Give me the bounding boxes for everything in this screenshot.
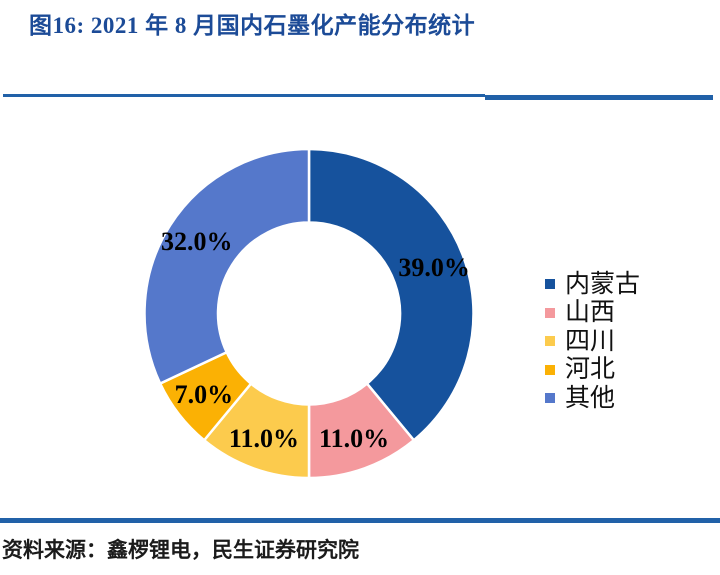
title-divider-right	[485, 95, 713, 100]
slice-label: 32.0%	[160, 227, 233, 257]
legend-label: 四川	[565, 327, 616, 355]
donut-slice-4	[143, 147, 311, 386]
footer-divider	[0, 518, 720, 523]
legend-item: 四川	[545, 327, 640, 356]
slice-label: 7.0%	[174, 380, 234, 410]
legend-label: 河北	[565, 356, 616, 384]
slice-label: 11.0%	[319, 423, 390, 453]
legend-swatch	[545, 279, 555, 290]
title-divider-left	[3, 94, 485, 97]
legend-swatch	[545, 307, 555, 318]
slice-label: 39.0%	[398, 253, 470, 283]
donut-slice-0	[307, 147, 475, 443]
slice-label: 11.0%	[228, 423, 299, 453]
legend-item: 山西	[545, 299, 640, 328]
source-note: 资料来源：鑫椤锂电，民生证券研究院	[2, 538, 359, 562]
chart-legend: 内蒙古 山西 四川 河北 其他	[545, 270, 640, 413]
legend-item: 河北	[545, 356, 640, 385]
legend-swatch	[545, 364, 555, 375]
legend-swatch	[545, 336, 555, 347]
legend-label: 山西	[565, 299, 616, 327]
legend-label: 内蒙古	[565, 270, 641, 298]
legend-item: 其他	[545, 384, 640, 413]
legend-label: 其他	[565, 384, 616, 412]
legend-item: 内蒙古	[545, 270, 640, 299]
legend-swatch	[545, 393, 555, 404]
figure-title: 图16: 2021 年 8 月国内石墨化产能分布统计	[29, 13, 476, 38]
